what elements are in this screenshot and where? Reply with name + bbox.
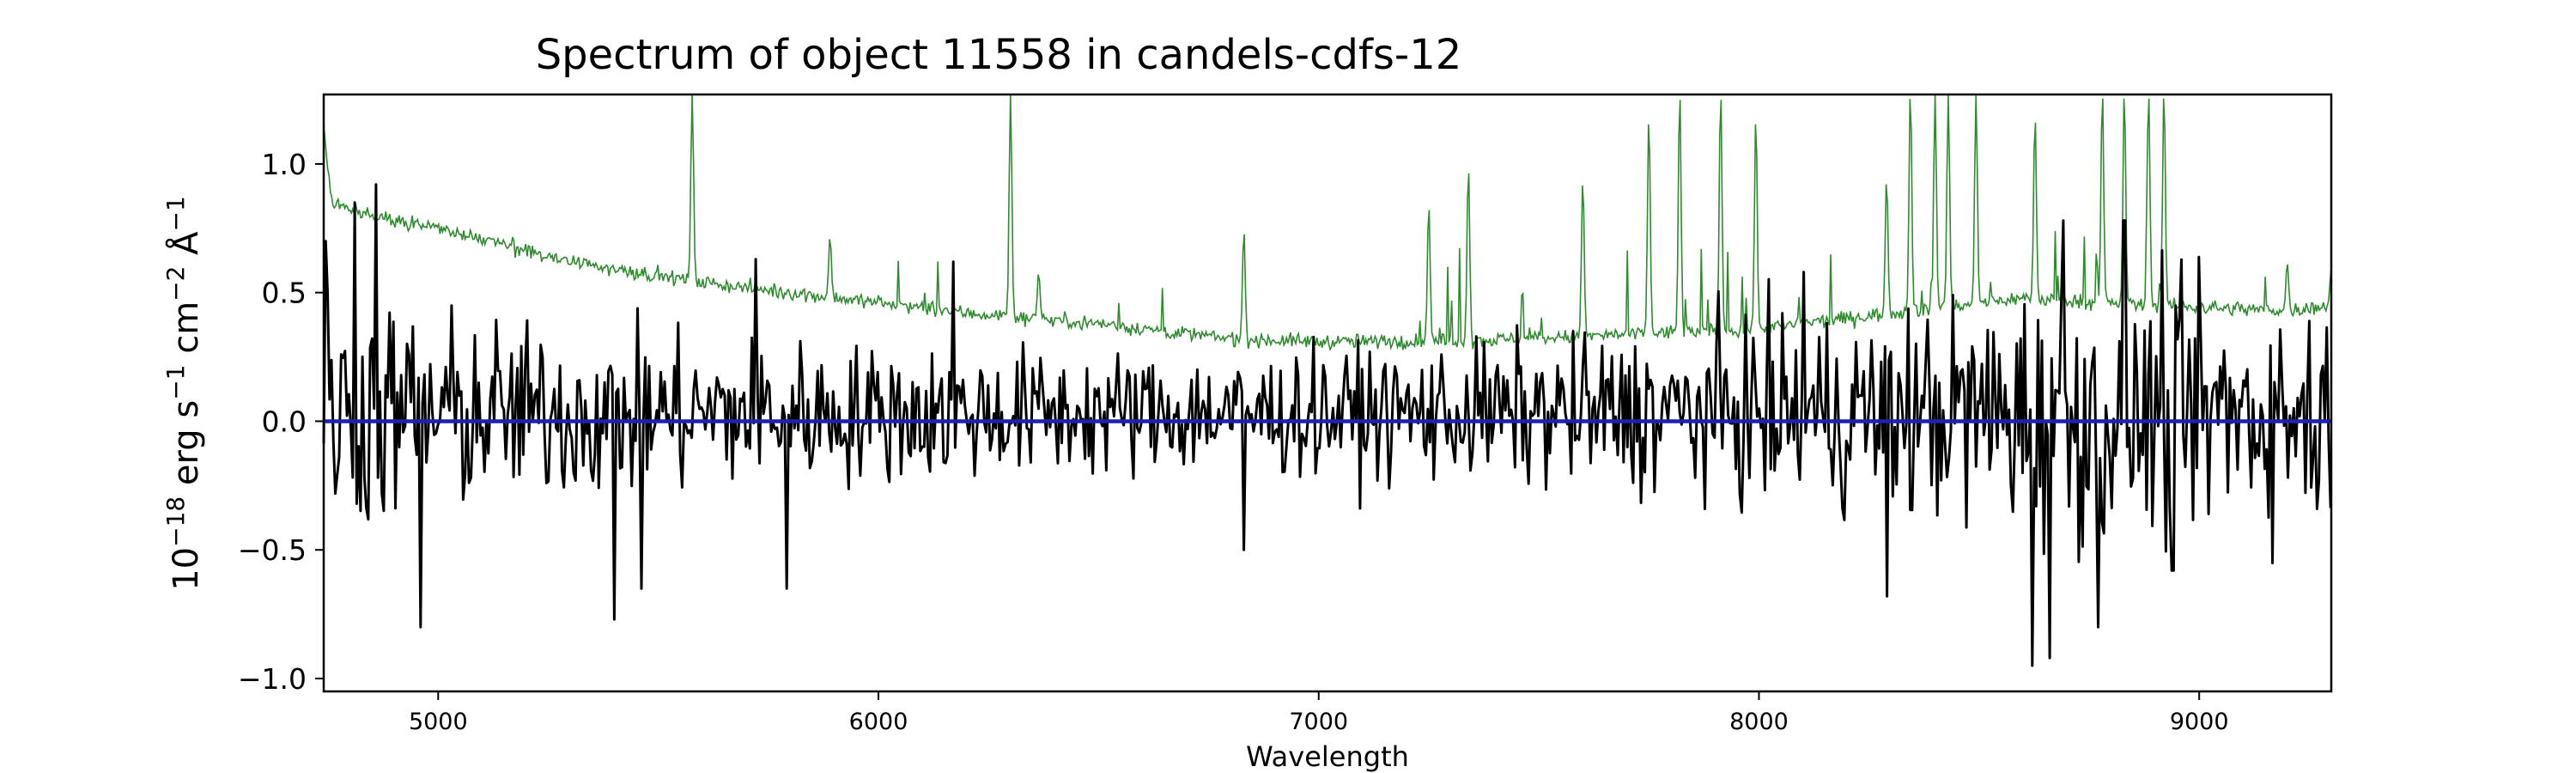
plot-area	[322, 93, 2333, 693]
chart-title: Spectrum of object 11558 in candels-cdfs…	[536, 31, 1462, 79]
x-tick-label: 5000	[409, 709, 468, 735]
y-axis-label: 10−18 erg s−1 cm−2 Å−1	[161, 196, 206, 591]
x-axis: 5000 6000 7000 8000 9000	[409, 691, 2229, 735]
x-tick-label: 6000	[849, 709, 908, 735]
flux-spectrum-line	[322, 183, 2332, 667]
x-tick-label: 9000	[2170, 709, 2229, 735]
y-tick-label: −1.0	[238, 662, 307, 696]
y-tick-label: 1.0	[262, 148, 307, 181]
x-tick-label: 8000	[1729, 709, 1789, 735]
series-flux	[322, 183, 2332, 667]
y-tick-label: −0.5	[238, 533, 307, 567]
x-axis-label: Wavelength	[1246, 740, 1409, 773]
error-spectrum-line	[323, 94, 2332, 352]
x-tick-label: 7000	[1289, 709, 1348, 735]
y-tick-label: 0.0	[262, 405, 307, 438]
series-error	[323, 94, 2332, 352]
y-tick-label: 0.5	[262, 277, 307, 310]
y-axis: −1.0 −0.5 0.0 0.5 1.0	[238, 148, 324, 696]
axes-frame	[322, 93, 2333, 693]
